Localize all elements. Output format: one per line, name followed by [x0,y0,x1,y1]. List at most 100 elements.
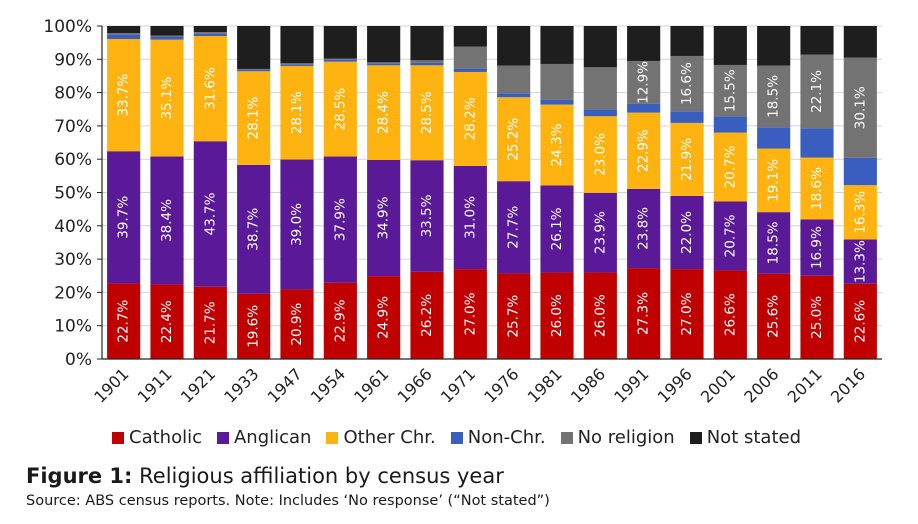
data-label: 28.2% [462,97,478,140]
bar-segment-no-religion [107,32,141,35]
bar-segment-anglican [150,156,184,285]
data-label: 25.7% [506,295,522,338]
data-label: 35.1% [159,76,175,119]
bar-segment-catholic [670,269,704,359]
bar-segment-catholic [800,275,834,359]
bar-segment-other-chr [453,71,487,166]
bar-segment-catholic [757,273,791,359]
bar-segment-other-chr [107,38,141,152]
bar-segment-non-chr [193,33,227,36]
bar-segment-anglican [280,159,314,290]
bar-segment-non-chr [713,116,747,133]
bar-segment-catholic [713,270,747,359]
data-label: 30.1% [852,86,868,129]
data-label: 43.7% [202,192,218,235]
bar-segment-no-religion [800,54,834,129]
segment-labels: 22.7% 39.7% 33.7% 22.4% 38.4% 35.1% 21.7% 43.7%… [116,61,869,348]
bar-segment-anglican [193,141,227,287]
data-label: 24.9% [376,296,392,339]
bar-segment-not-stated [627,26,661,61]
data-label: 26.2% [419,294,435,337]
bar-segment-anglican [843,239,877,284]
bar-segment-catholic [150,284,184,359]
data-label: 23.8% [636,207,652,250]
bar-segment-no-religion [410,60,444,63]
bar-segment-non-chr [280,64,314,66]
x-tick-label: 2011 [784,364,826,406]
legend-swatch [689,431,702,444]
data-label: 23.9% [592,211,608,254]
bar-segment-not-stated [800,26,834,55]
data-label: 33.7% [116,73,132,116]
legend-swatch [560,431,573,444]
bar-segment-no-religion [757,65,791,128]
bar-segment-non-chr [670,111,704,123]
bar-segment-not-stated [757,26,791,66]
bar-segment-non-chr [757,127,791,149]
bar-segment-catholic [237,293,271,359]
legend-label: Other Chr. [343,427,436,448]
bar-segment-other-chr [193,35,227,142]
data-label: 12.9% [636,61,652,104]
bar-segment-not-stated [367,26,401,63]
legend-item: No religion [560,427,675,448]
bar-segment-other-chr [583,116,617,193]
bar-segment-other-chr [497,97,531,182]
legend-label: Not stated [706,427,801,448]
legend-item: Other Chr. [326,427,436,448]
y-tick-label: 70% [54,117,92,137]
x-tick-label: 1996 [654,364,696,406]
bar-segment-not-stated [713,26,747,65]
bar-segment-other-chr [757,148,791,213]
bar-segment-not-stated [237,26,271,69]
bar-segment-other-chr [540,104,574,186]
data-label: 27.0% [462,292,478,335]
bar-segment-anglican [800,219,834,276]
x-tick-label: 1971 [437,364,479,406]
bar-segment-anglican [583,192,617,273]
data-label: 27.3% [636,292,652,335]
data-label: 28.5% [419,91,435,134]
bar-segment-anglican [627,188,661,269]
bar-segment-not-stated [280,26,314,64]
data-label: 26.0% [592,294,608,337]
bar-segment-non-chr [627,103,661,113]
bar-segment-catholic [583,272,617,359]
bar-segment-catholic [323,282,357,359]
bar-segment-catholic [193,286,227,359]
bar-segment-not-stated [540,26,574,64]
data-label: 22.4% [159,300,175,343]
bar-segment-no-religion [150,35,184,37]
x-tick-label: 2016 [827,364,869,406]
data-label: 22.9% [332,299,348,342]
data-label: 21.7% [202,301,218,344]
x-tick-labels: 1901 1911 1921 1933 1947 1954 1961 1966 1971 1976… [90,364,869,406]
bar-segment-non-chr [410,62,444,66]
bar-segment-no-religion [280,63,314,65]
bar-segment-no-religion [237,68,271,70]
data-label: 28.5% [332,87,348,130]
caption-title: Figure 1: Religious affiliation by censu… [26,462,550,490]
data-label: 16.9% [809,226,825,269]
y-tick-label: 40% [54,217,92,237]
y-tick-label: 60% [54,150,92,170]
legend-swatch [112,431,124,444]
data-label: 38.7% [246,208,262,251]
data-label: 27.0% [679,292,695,335]
data-label: 28.4% [376,91,392,134]
bar-segment-non-chr [323,59,357,62]
bar-segment-other-chr [367,65,401,160]
bar-segment-catholic [280,289,314,359]
y-tick-label: 90% [54,50,92,70]
figure-caption: Figure 1: Religious affiliation by censu… [26,462,550,512]
bar-segment-not-stated [670,26,704,56]
bar-segment-anglican [757,212,791,274]
bar-segment-other-chr [323,61,357,157]
bar-segment-not-stated [323,26,357,59]
caption-source: Source: ABS census reports. Note: Includ… [26,493,550,509]
y-tick-label: 80% [54,84,92,104]
legend: Catholic Anglican Other Chr. Non-Chr. No rel… [112,427,816,448]
bar-segment-other-chr [150,39,184,157]
bar-segment-anglican [107,151,141,284]
y-tick-label: 0% [65,350,92,370]
